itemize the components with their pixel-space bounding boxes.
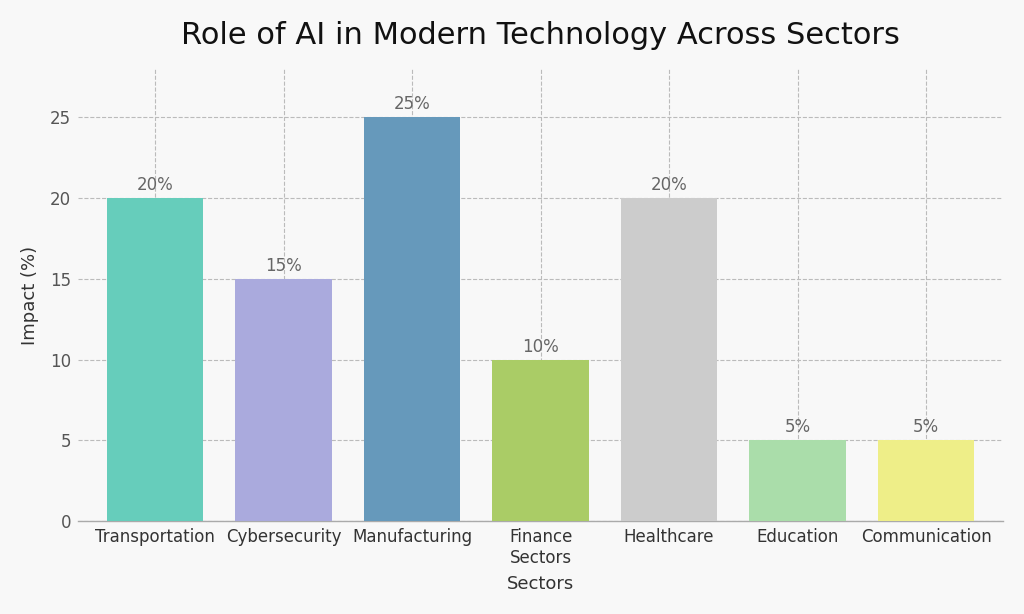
Text: 5%: 5% [784,418,811,437]
Title: Role of AI in Modern Technology Across Sectors: Role of AI in Modern Technology Across S… [181,21,900,50]
Text: 15%: 15% [265,257,302,275]
Text: 10%: 10% [522,338,559,356]
Bar [106,198,204,521]
Text: 25%: 25% [393,95,430,113]
Bar [621,198,717,521]
Text: 5%: 5% [913,418,939,437]
Bar [493,360,589,521]
Text: 20%: 20% [650,176,687,194]
Bar [750,440,846,521]
Bar [236,279,332,521]
X-axis label: Sectors: Sectors [507,575,574,593]
Bar [878,440,974,521]
Bar [364,117,460,521]
Y-axis label: Impact (%): Impact (%) [20,246,39,344]
Text: 20%: 20% [137,176,173,194]
